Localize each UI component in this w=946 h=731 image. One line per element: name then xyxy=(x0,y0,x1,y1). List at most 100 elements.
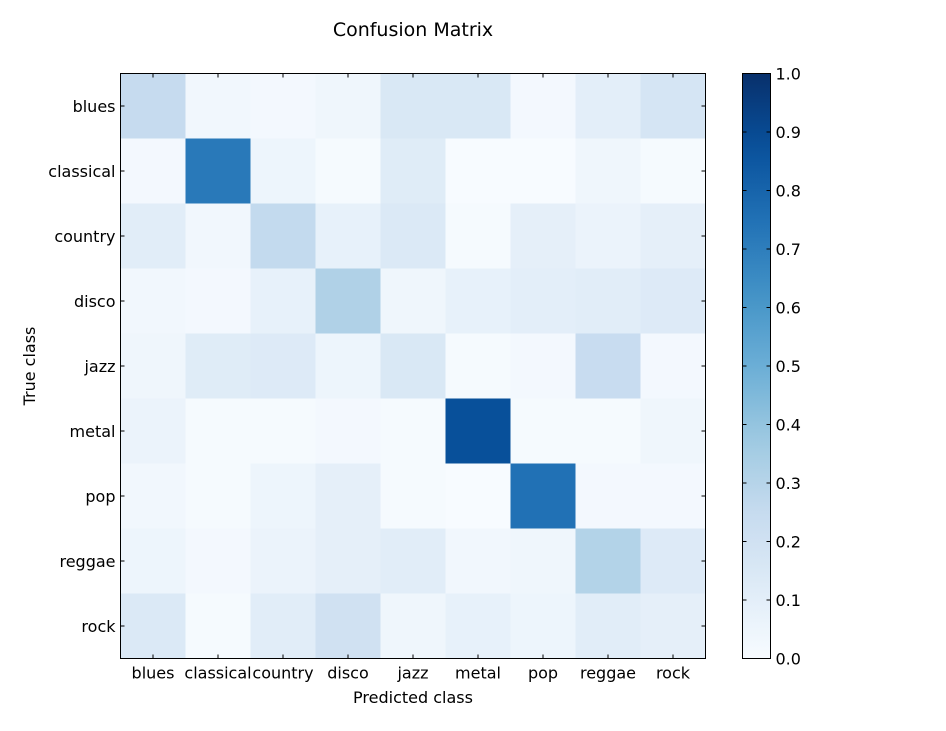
heatmap-cell xyxy=(120,333,186,399)
heatmap-cell xyxy=(380,138,446,204)
heatmap-cell xyxy=(575,203,641,269)
heatmap-cell xyxy=(315,593,381,659)
heatmap-cell xyxy=(510,398,576,464)
heatmap-cell xyxy=(185,398,251,464)
y-tick-label: reggae xyxy=(59,552,115,571)
y-tick-label: rock xyxy=(81,617,116,636)
heatmap-cell xyxy=(185,73,251,139)
heatmap-cell xyxy=(575,398,641,464)
heatmap-cell xyxy=(120,398,186,464)
heatmap-cell xyxy=(380,268,446,334)
heatmap-cell xyxy=(575,463,641,529)
y-tick-label: blues xyxy=(73,97,116,116)
heatmap-cell xyxy=(250,268,316,334)
y-tick-labels: blues classical country disco jazz metal pop re… xyxy=(48,97,116,636)
heatmap-cell xyxy=(250,203,316,269)
heatmap-cell xyxy=(445,138,511,204)
heatmap-cell xyxy=(120,593,186,659)
heatmap-cell xyxy=(510,463,576,529)
heatmap-cell xyxy=(445,268,511,334)
heatmap-cell xyxy=(185,593,251,659)
heatmap-cell xyxy=(380,528,446,594)
heatmap-cell xyxy=(510,528,576,594)
heatmap-cell xyxy=(120,138,186,204)
heatmap-cell xyxy=(510,138,576,204)
colorbar-tick-label: 1.0 xyxy=(776,65,801,84)
heatmap-cell xyxy=(445,398,511,464)
heatmap-cell xyxy=(315,73,381,139)
heatmap-cell xyxy=(380,463,446,529)
heatmap-cell xyxy=(640,528,706,594)
heatmap-cell xyxy=(380,398,446,464)
heatmap-cell xyxy=(510,268,576,334)
heatmap-cell xyxy=(185,463,251,529)
colorbar-tick-label: 0.2 xyxy=(776,533,801,552)
x-tick-label: country xyxy=(252,664,313,683)
x-tick-label: metal xyxy=(455,664,501,683)
colorbar-tick-label: 0.1 xyxy=(776,591,801,610)
heatmap-cells xyxy=(120,73,706,659)
heatmap-cell xyxy=(640,203,706,269)
heatmap-cell xyxy=(575,333,641,399)
heatmap-cell xyxy=(315,138,381,204)
x-tick-labels: blues classical country disco jazz metal pop re… xyxy=(132,664,691,683)
heatmap-cell xyxy=(380,203,446,269)
y-tick-label: jazz xyxy=(83,357,115,376)
y-axis-label: True class xyxy=(20,327,39,407)
heatmap-cell xyxy=(380,333,446,399)
colorbar-tick-label: 0.6 xyxy=(776,299,801,318)
heatmap-cell xyxy=(185,203,251,269)
colorbar-tick-label: 0.8 xyxy=(776,182,801,201)
heatmap-cell xyxy=(445,333,511,399)
heatmap-cell xyxy=(575,268,641,334)
colorbar-tick-label: 0.9 xyxy=(776,123,801,142)
heatmap-cell xyxy=(445,203,511,269)
colorbar-tick-label: 0.4 xyxy=(776,416,801,435)
heatmap-cell xyxy=(510,203,576,269)
heatmap-cell xyxy=(250,73,316,139)
x-tick-label: reggae xyxy=(580,664,636,683)
heatmap-cell xyxy=(315,528,381,594)
colorbar-tick-label: 0.5 xyxy=(776,357,801,376)
heatmap-cell xyxy=(445,528,511,594)
heatmap-cell xyxy=(575,593,641,659)
chart-title: Confusion Matrix xyxy=(333,19,493,41)
heatmap-cell xyxy=(250,398,316,464)
heatmap-cell xyxy=(445,593,511,659)
heatmap-cell xyxy=(250,138,316,204)
colorbar-tick-label: 0.7 xyxy=(776,240,801,259)
heatmap-cell xyxy=(575,528,641,594)
x-axis-label: Predicted class xyxy=(353,688,473,707)
heatmap-cell xyxy=(640,398,706,464)
heatmap-cell xyxy=(510,333,576,399)
heatmap-cell xyxy=(640,463,706,529)
colorbar-tick-label: 0.3 xyxy=(776,474,801,493)
y-tick-label: pop xyxy=(85,487,115,506)
heatmap-cell xyxy=(185,333,251,399)
colorbar-ticks: 0.0 0.1 0.2 0.3 0.4 0.5 0.6 0.7 0.8 0.9 1.0 xyxy=(742,65,801,669)
heatmap-cell xyxy=(315,333,381,399)
heatmap-cell xyxy=(445,463,511,529)
heatmap-cell xyxy=(250,528,316,594)
heatmap-cell xyxy=(315,268,381,334)
heatmap-cell xyxy=(120,268,186,334)
y-tick-label: metal xyxy=(70,422,116,441)
y-tick-label: classical xyxy=(48,162,115,181)
heatmap-cell xyxy=(575,73,641,139)
heatmap-cell xyxy=(510,593,576,659)
x-tick-label: rock xyxy=(656,664,691,683)
heatmap-cell xyxy=(640,73,706,139)
colorbar xyxy=(742,73,771,659)
colorbar-tick-label: 0.0 xyxy=(776,650,801,669)
heatmap-cell xyxy=(315,203,381,269)
heatmap-cell xyxy=(120,463,186,529)
heatmap-cell xyxy=(250,333,316,399)
heatmap-cell xyxy=(250,463,316,529)
heatmap-cell xyxy=(445,73,511,139)
x-tick-label: classical xyxy=(184,664,251,683)
heatmap-cell xyxy=(120,203,186,269)
heatmap-cell xyxy=(250,593,316,659)
heatmap-cell xyxy=(640,333,706,399)
x-tick-label: disco xyxy=(327,664,369,683)
heatmap-cell xyxy=(315,398,381,464)
